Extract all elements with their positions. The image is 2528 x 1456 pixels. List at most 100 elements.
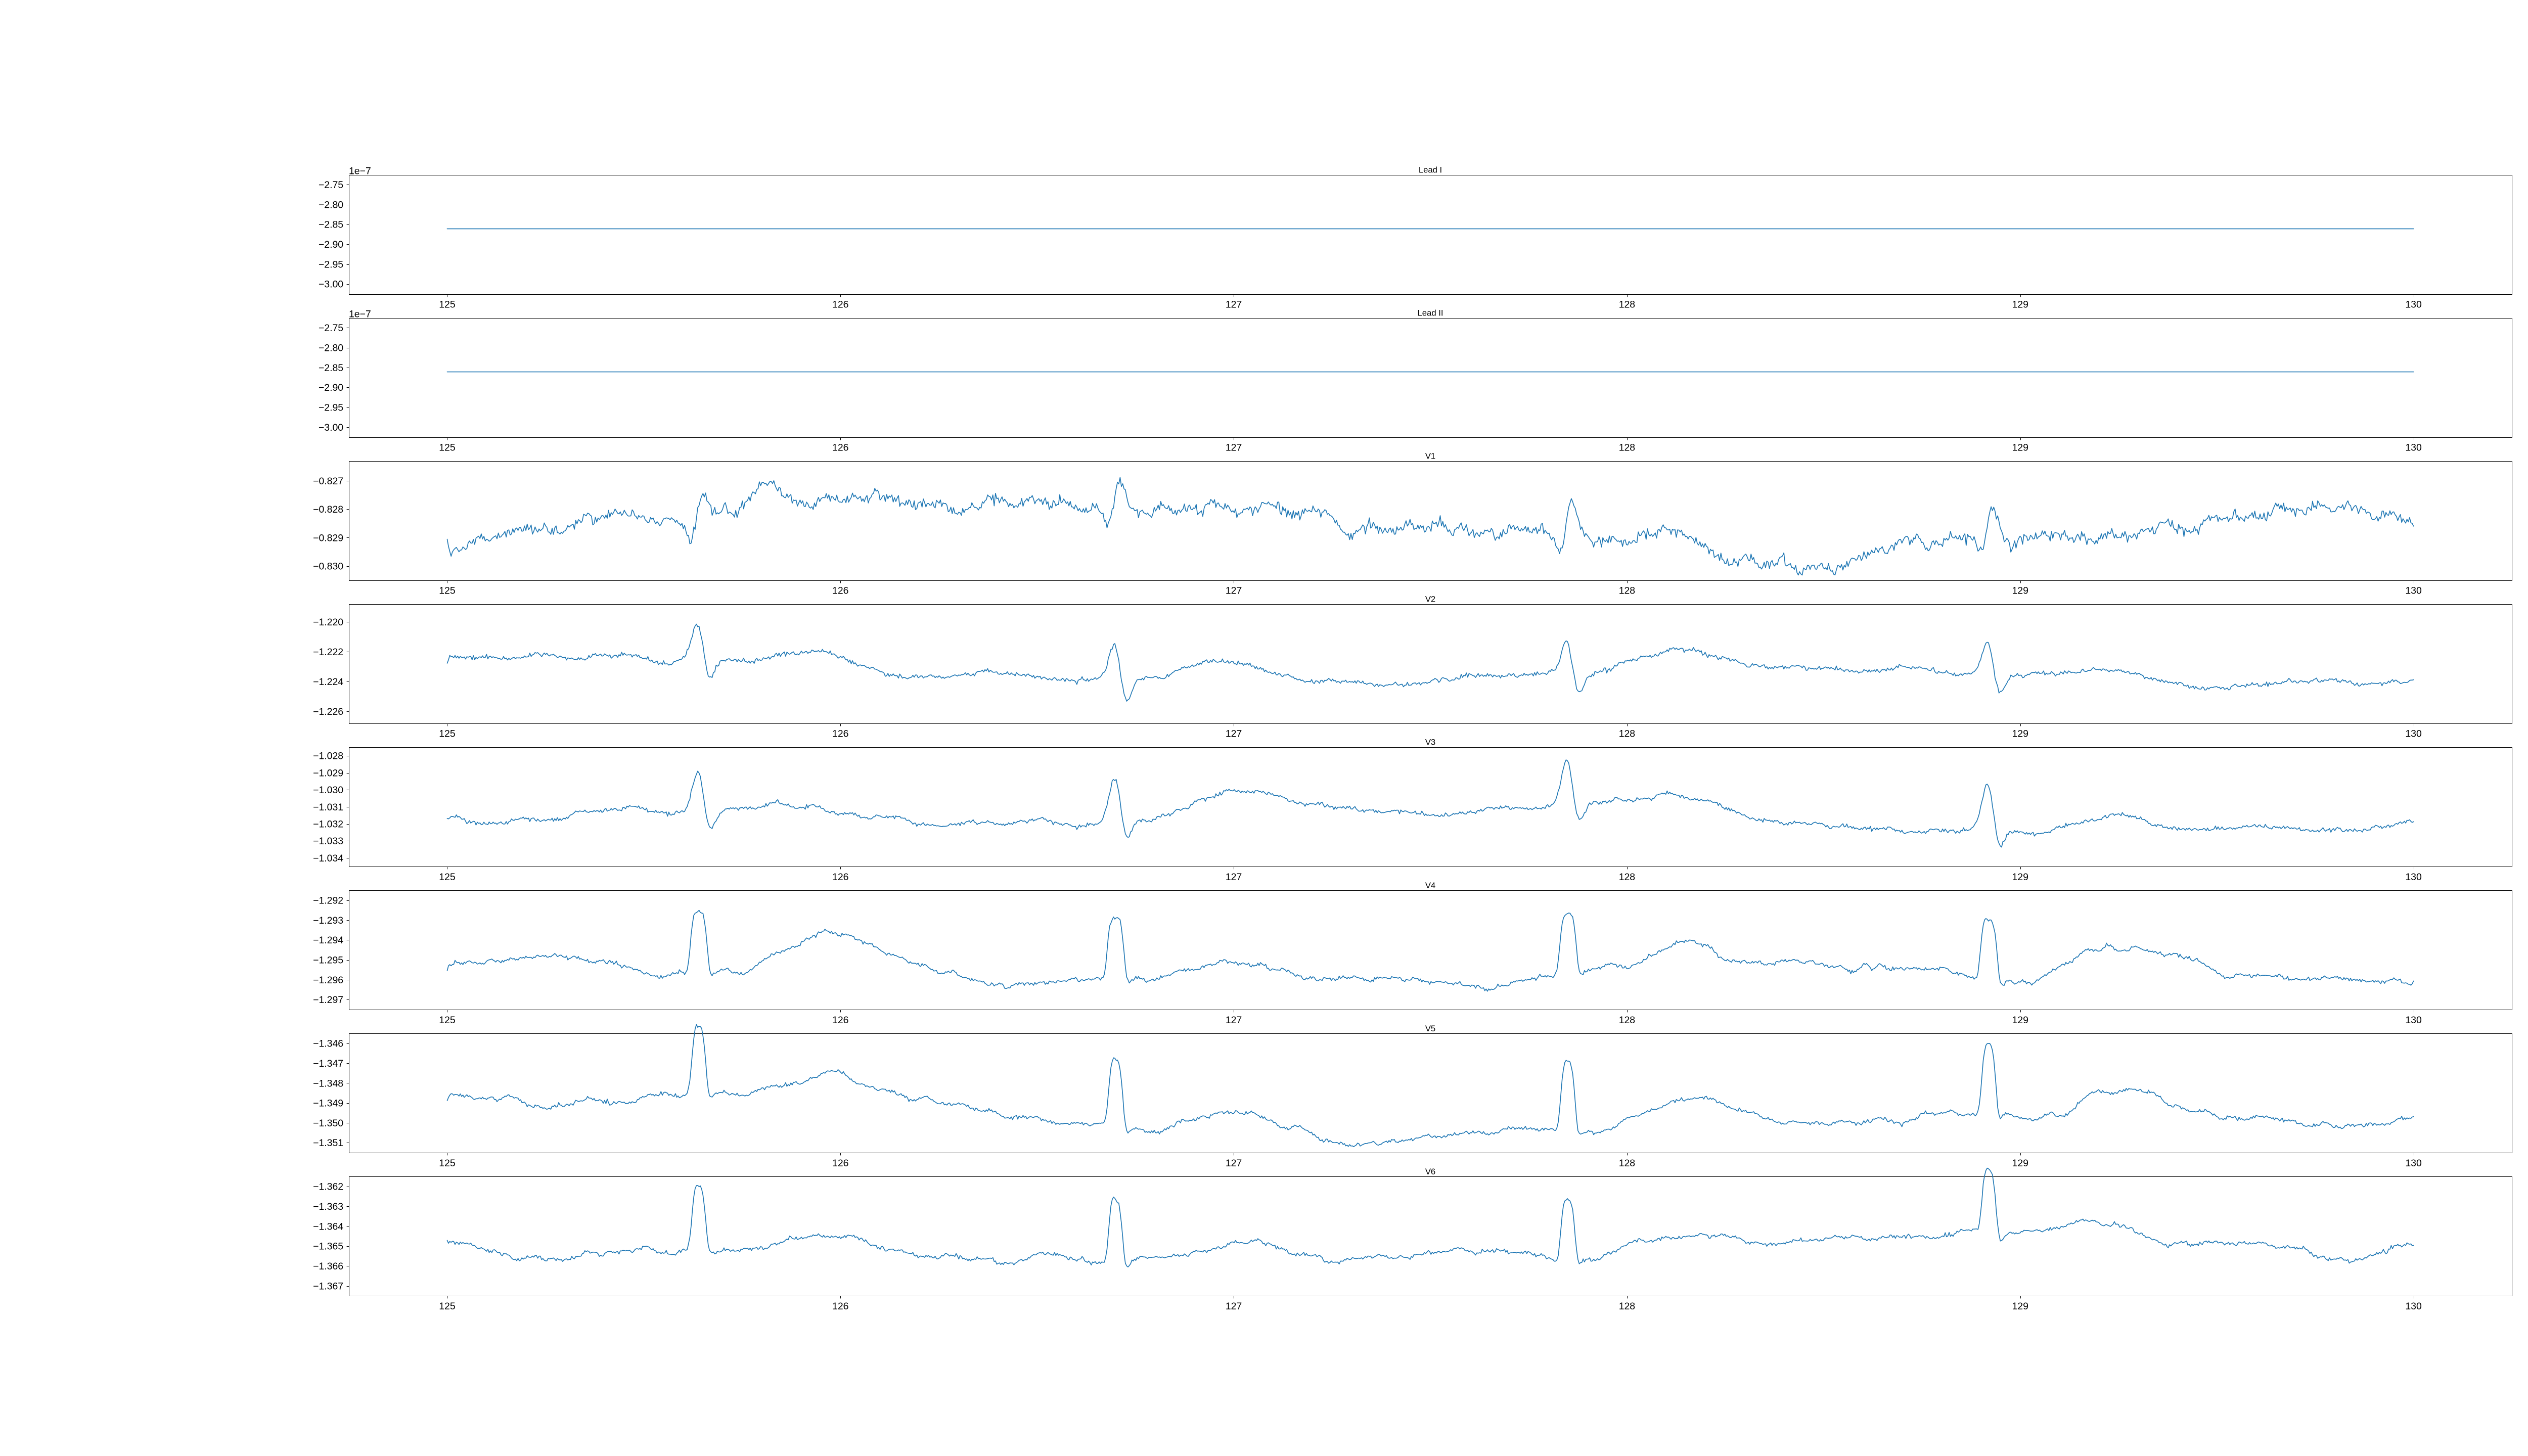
svg-text:−0.827: −0.827: [313, 476, 343, 487]
svg-text:−1.028: −1.028: [313, 751, 343, 762]
svg-text:130: 130: [2405, 1015, 2422, 1026]
svg-text:−1.034: −1.034: [313, 853, 343, 864]
svg-text:V1: V1: [1425, 451, 1435, 461]
svg-text:125: 125: [439, 1158, 455, 1169]
svg-text:−1.030: −1.030: [313, 785, 343, 796]
svg-text:126: 126: [832, 1301, 848, 1312]
svg-text:127: 127: [1226, 1158, 1242, 1169]
svg-text:129: 129: [2012, 729, 2028, 740]
svg-text:130: 130: [2405, 442, 2422, 453]
svg-text:127: 127: [1226, 872, 1242, 883]
svg-text:−1.296: −1.296: [313, 975, 343, 986]
svg-text:−1.293: −1.293: [313, 915, 343, 926]
svg-text:127: 127: [1226, 1015, 1242, 1026]
svg-text:V4: V4: [1425, 881, 1435, 890]
svg-text:−1.365: −1.365: [313, 1241, 343, 1252]
svg-text:V5: V5: [1425, 1024, 1435, 1033]
svg-text:V3: V3: [1425, 738, 1435, 747]
svg-text:Lead II: Lead II: [1418, 308, 1443, 317]
svg-text:−0.828: −0.828: [313, 504, 343, 515]
svg-text:125: 125: [439, 1301, 455, 1312]
svg-text:125: 125: [439, 585, 455, 597]
svg-text:−1.349: −1.349: [313, 1098, 343, 1109]
svg-text:−1.348: −1.348: [313, 1078, 343, 1089]
svg-text:130: 130: [2405, 585, 2422, 597]
svg-text:−1.295: −1.295: [313, 955, 343, 966]
svg-text:−1.226: −1.226: [313, 706, 343, 717]
svg-text:126: 126: [832, 1015, 848, 1026]
svg-text:−1.351: −1.351: [313, 1138, 343, 1149]
svg-text:130: 130: [2405, 1301, 2422, 1312]
svg-text:129: 129: [2012, 1301, 2028, 1312]
svg-text:−2.80: −2.80: [319, 342, 343, 353]
svg-text:−1.224: −1.224: [313, 676, 343, 688]
svg-text:125: 125: [439, 299, 455, 310]
svg-text:−1.222: −1.222: [313, 647, 343, 658]
svg-text:−0.829: −0.829: [313, 532, 343, 543]
svg-text:125: 125: [439, 729, 455, 740]
svg-text:129: 129: [2012, 585, 2028, 597]
svg-text:130: 130: [2405, 872, 2422, 883]
svg-text:127: 127: [1226, 442, 1242, 453]
svg-text:−1.346: −1.346: [313, 1038, 343, 1050]
svg-text:128: 128: [1619, 1158, 1635, 1169]
svg-text:130: 130: [2405, 729, 2422, 740]
svg-text:−2.85: −2.85: [319, 362, 343, 374]
svg-text:126: 126: [832, 442, 848, 453]
svg-text:125: 125: [439, 1015, 455, 1026]
svg-text:−1.294: −1.294: [313, 935, 343, 946]
svg-text:−2.75: −2.75: [319, 179, 343, 191]
svg-text:129: 129: [2012, 1015, 2028, 1026]
svg-text:−1.350: −1.350: [313, 1118, 343, 1129]
svg-text:1e−7: 1e−7: [349, 165, 371, 176]
svg-text:Lead I: Lead I: [1419, 165, 1442, 174]
svg-text:127: 127: [1226, 729, 1242, 740]
svg-text:−2.90: −2.90: [319, 239, 343, 250]
svg-text:125: 125: [439, 872, 455, 883]
svg-text:126: 126: [832, 872, 848, 883]
svg-text:−2.95: −2.95: [319, 402, 343, 413]
svg-text:128: 128: [1619, 1301, 1635, 1312]
svg-text:129: 129: [2012, 1158, 2028, 1169]
svg-text:128: 128: [1619, 442, 1635, 453]
svg-text:−1.367: −1.367: [313, 1281, 343, 1292]
svg-text:−1.292: −1.292: [313, 895, 343, 906]
svg-text:−2.90: −2.90: [319, 382, 343, 393]
svg-text:−1.297: −1.297: [313, 994, 343, 1006]
svg-text:−1.364: −1.364: [313, 1221, 343, 1232]
svg-text:−3.00: −3.00: [319, 422, 343, 433]
svg-text:−1.029: −1.029: [313, 767, 343, 779]
svg-text:−2.95: −2.95: [319, 259, 343, 270]
svg-text:128: 128: [1619, 729, 1635, 740]
svg-text:−1.032: −1.032: [313, 818, 343, 830]
svg-text:−1.220: −1.220: [313, 617, 343, 628]
svg-text:128: 128: [1619, 299, 1635, 310]
svg-text:V2: V2: [1425, 595, 1435, 604]
svg-text:128: 128: [1619, 872, 1635, 883]
svg-text:127: 127: [1226, 585, 1242, 597]
svg-text:−2.85: −2.85: [319, 219, 343, 231]
svg-text:−1.366: −1.366: [313, 1261, 343, 1272]
svg-text:−0.830: −0.830: [313, 561, 343, 572]
svg-text:129: 129: [2012, 299, 2028, 310]
svg-text:−1.033: −1.033: [313, 836, 343, 847]
svg-text:129: 129: [2012, 872, 2028, 883]
svg-text:−1.031: −1.031: [313, 802, 343, 813]
svg-text:1e−7: 1e−7: [349, 309, 371, 320]
svg-text:−1.347: −1.347: [313, 1058, 343, 1069]
svg-text:−1.362: −1.362: [313, 1181, 343, 1193]
svg-text:129: 129: [2012, 442, 2028, 453]
svg-text:127: 127: [1226, 1301, 1242, 1312]
svg-text:127: 127: [1226, 299, 1242, 310]
svg-text:130: 130: [2405, 1158, 2422, 1169]
svg-text:128: 128: [1619, 1015, 1635, 1026]
svg-text:126: 126: [832, 299, 848, 310]
svg-text:−2.80: −2.80: [319, 199, 343, 210]
svg-text:126: 126: [832, 585, 848, 597]
svg-text:126: 126: [832, 729, 848, 740]
svg-text:125: 125: [439, 442, 455, 453]
svg-text:−1.363: −1.363: [313, 1201, 343, 1212]
svg-text:−2.75: −2.75: [319, 323, 343, 334]
svg-text:V6: V6: [1425, 1167, 1435, 1176]
svg-text:126: 126: [832, 1158, 848, 1169]
